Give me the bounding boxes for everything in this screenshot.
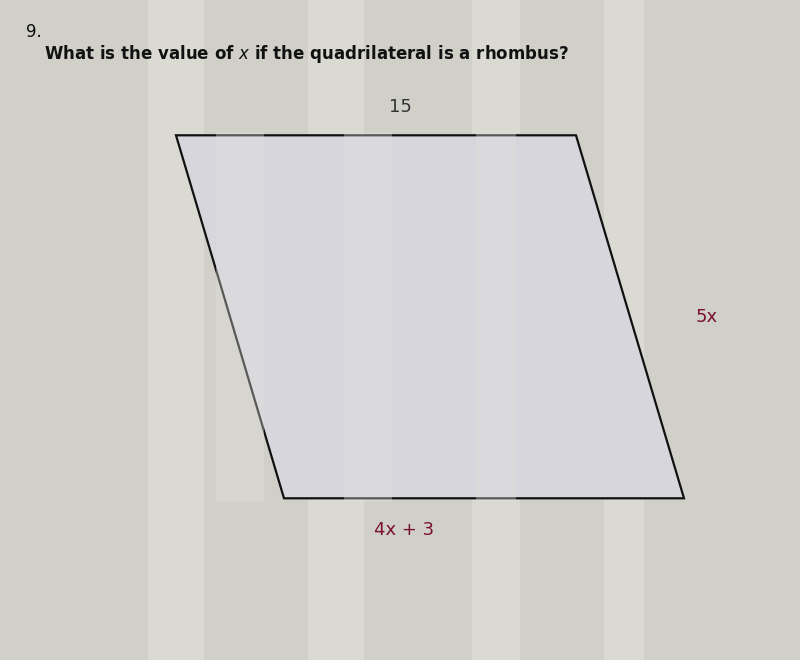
Bar bbox=[216, 132, 264, 502]
Text: 15: 15 bbox=[389, 98, 411, 115]
Bar bbox=[344, 132, 392, 502]
Bar bbox=[472, 0, 520, 660]
Text: What is the value of $x$ if the quadrilateral is a rhombus?: What is the value of $x$ if the quadrila… bbox=[44, 43, 569, 65]
Bar bbox=[148, 0, 204, 660]
Text: 5x: 5x bbox=[696, 308, 718, 326]
Text: 9.: 9. bbox=[26, 23, 42, 41]
Bar bbox=[308, 0, 364, 660]
Bar bbox=[476, 132, 516, 502]
Polygon shape bbox=[176, 135, 684, 498]
Bar bbox=[604, 0, 644, 660]
Text: 4x + 3: 4x + 3 bbox=[374, 521, 434, 539]
